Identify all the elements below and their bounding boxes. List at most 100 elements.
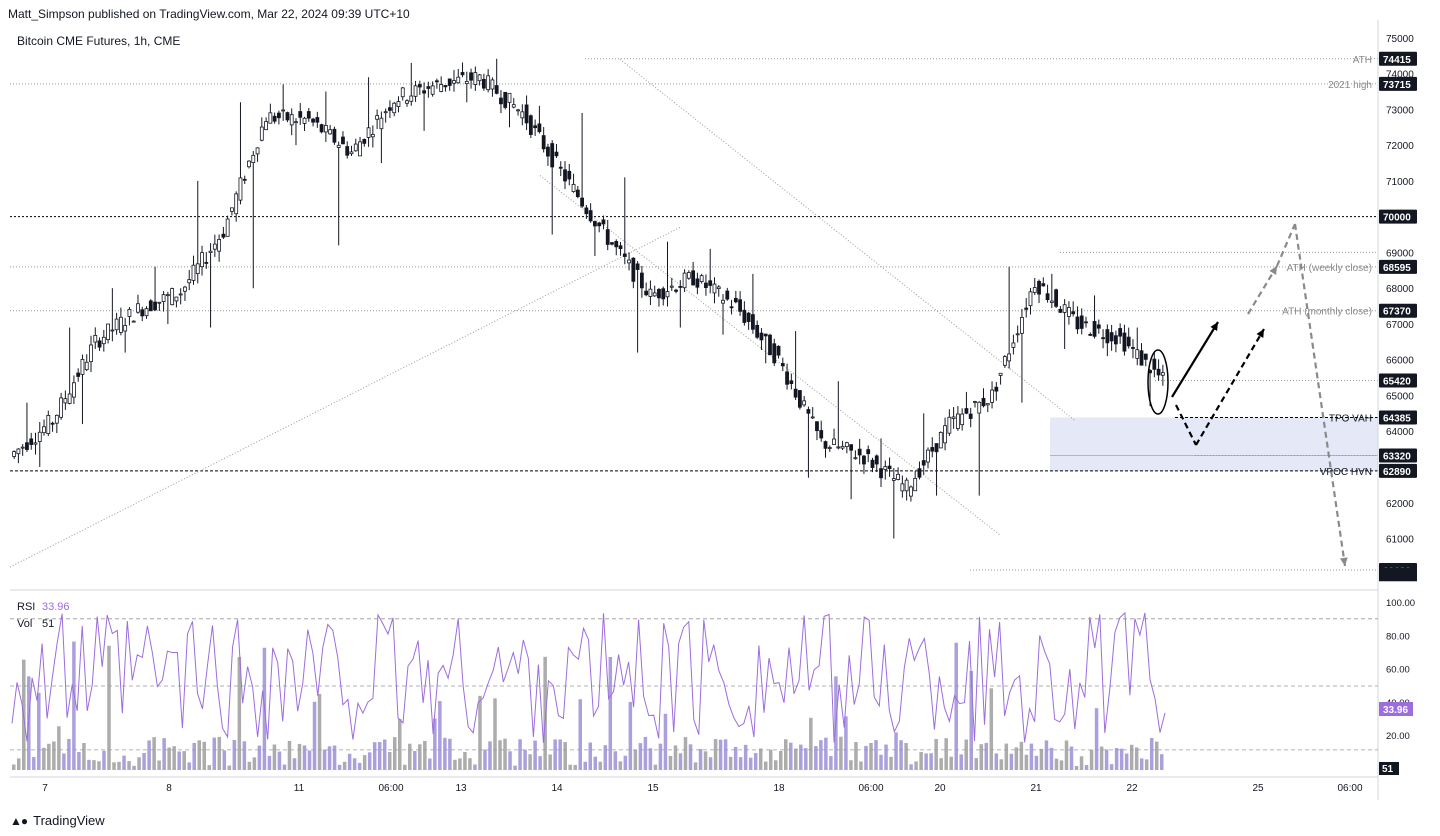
candle-down	[242, 178, 247, 181]
level-label: ATH	[1353, 55, 1372, 66]
price-tag-box	[1379, 567, 1417, 582]
candle-down	[443, 85, 448, 88]
candle-up	[106, 323, 110, 340]
volume-bar	[939, 758, 943, 770]
candle-up	[178, 293, 183, 296]
candle-up	[46, 414, 51, 434]
price-tick-label: 74000	[1386, 70, 1414, 81]
candle-up	[682, 272, 687, 289]
rsi-legend-label: RSI	[17, 601, 35, 613]
candle-up	[67, 393, 72, 404]
volume-bar	[57, 726, 61, 770]
volume-bar	[488, 741, 492, 770]
candle-up	[195, 263, 200, 274]
candle-down	[153, 301, 157, 311]
price-tick-label: 67000	[1386, 320, 1414, 331]
volume-bar	[302, 745, 307, 770]
time-tick-label: 25	[1252, 783, 1264, 794]
candle-up	[990, 389, 994, 403]
volume-bar	[683, 737, 688, 770]
volume-bar	[322, 749, 327, 770]
volume-bar	[1099, 746, 1104, 770]
bullish-projection-arrow	[1195, 328, 1265, 446]
candle-down	[1101, 337, 1105, 340]
volume-bar	[498, 740, 502, 770]
volume-bar	[1149, 737, 1154, 770]
candle-up	[20, 446, 25, 449]
candle-up	[247, 160, 251, 168]
candle-up	[54, 414, 59, 424]
candle-up	[370, 133, 375, 138]
arrow-head	[1256, 329, 1264, 338]
peak-path	[1275, 223, 1297, 267]
candle-up	[353, 143, 358, 152]
level-label: VPOC HVN	[1320, 467, 1372, 478]
candle-down	[1071, 311, 1076, 315]
volume-bar	[568, 764, 572, 770]
candle-down	[204, 262, 209, 264]
candle-up	[131, 320, 136, 323]
candle-down	[964, 408, 969, 414]
candle-up	[1007, 353, 1012, 362]
price-tag-box	[1379, 448, 1417, 463]
level-label: 2021 high	[1328, 80, 1372, 91]
volume-bar	[468, 758, 472, 770]
candle-down	[1088, 333, 1093, 336]
volume-bar	[77, 752, 81, 770]
candle-down	[1092, 321, 1097, 337]
volume-bar	[909, 764, 913, 770]
volume-bar	[82, 742, 86, 770]
candle-down	[1096, 324, 1101, 329]
candle-down	[768, 334, 772, 356]
candle-up	[810, 416, 815, 419]
candle-up	[349, 151, 354, 155]
price-tick-label: 64000	[1386, 427, 1414, 438]
candle-down	[1084, 321, 1088, 324]
candle-down	[563, 169, 567, 182]
volume-bar	[292, 758, 297, 770]
volume-bar	[357, 762, 362, 770]
volume-bar	[47, 743, 51, 770]
candle-up	[208, 250, 213, 253]
volume-bar	[844, 716, 848, 770]
time-tick-label: 15	[647, 783, 659, 794]
candle-down	[524, 104, 529, 124]
volume-bar	[52, 741, 56, 770]
candle-down	[614, 241, 619, 248]
volume-bar	[583, 761, 587, 770]
volume-bar	[1079, 756, 1084, 770]
volume-bar	[312, 701, 317, 770]
candle-down	[789, 380, 794, 385]
time-tick-label: 20	[934, 783, 946, 794]
volume-bar	[508, 751, 512, 770]
volume-bar	[142, 752, 146, 770]
volume-bar	[428, 758, 432, 770]
candle-up	[1067, 307, 1071, 317]
level-label: TPO VAH	[1329, 413, 1372, 424]
candle-up	[72, 382, 76, 398]
volume-bar	[954, 642, 958, 770]
candle-up	[251, 154, 256, 163]
candle-down	[1131, 347, 1135, 349]
volume-bar	[934, 739, 938, 770]
candle-up	[998, 372, 1003, 376]
time-tick-label: 13	[455, 783, 467, 794]
volume-bar	[32, 757, 36, 770]
candle-down	[306, 111, 311, 119]
time-tick-label: 06:00	[378, 783, 403, 794]
candle-down	[849, 444, 854, 451]
tradingview-logo-icon: ▲●	[10, 813, 28, 828]
candle-up	[165, 294, 170, 297]
price-tag-box	[1379, 303, 1417, 318]
candle-up	[16, 448, 21, 455]
rsi-tick-label: 60.00	[1386, 665, 1410, 676]
volume-bar	[433, 718, 437, 770]
volume-bar	[753, 753, 758, 770]
candle-up	[938, 432, 943, 449]
candle-up	[187, 279, 192, 284]
volume-bar	[102, 750, 106, 770]
candle-down	[315, 117, 320, 123]
candle-down	[554, 151, 559, 157]
volume-bar	[1049, 747, 1054, 770]
